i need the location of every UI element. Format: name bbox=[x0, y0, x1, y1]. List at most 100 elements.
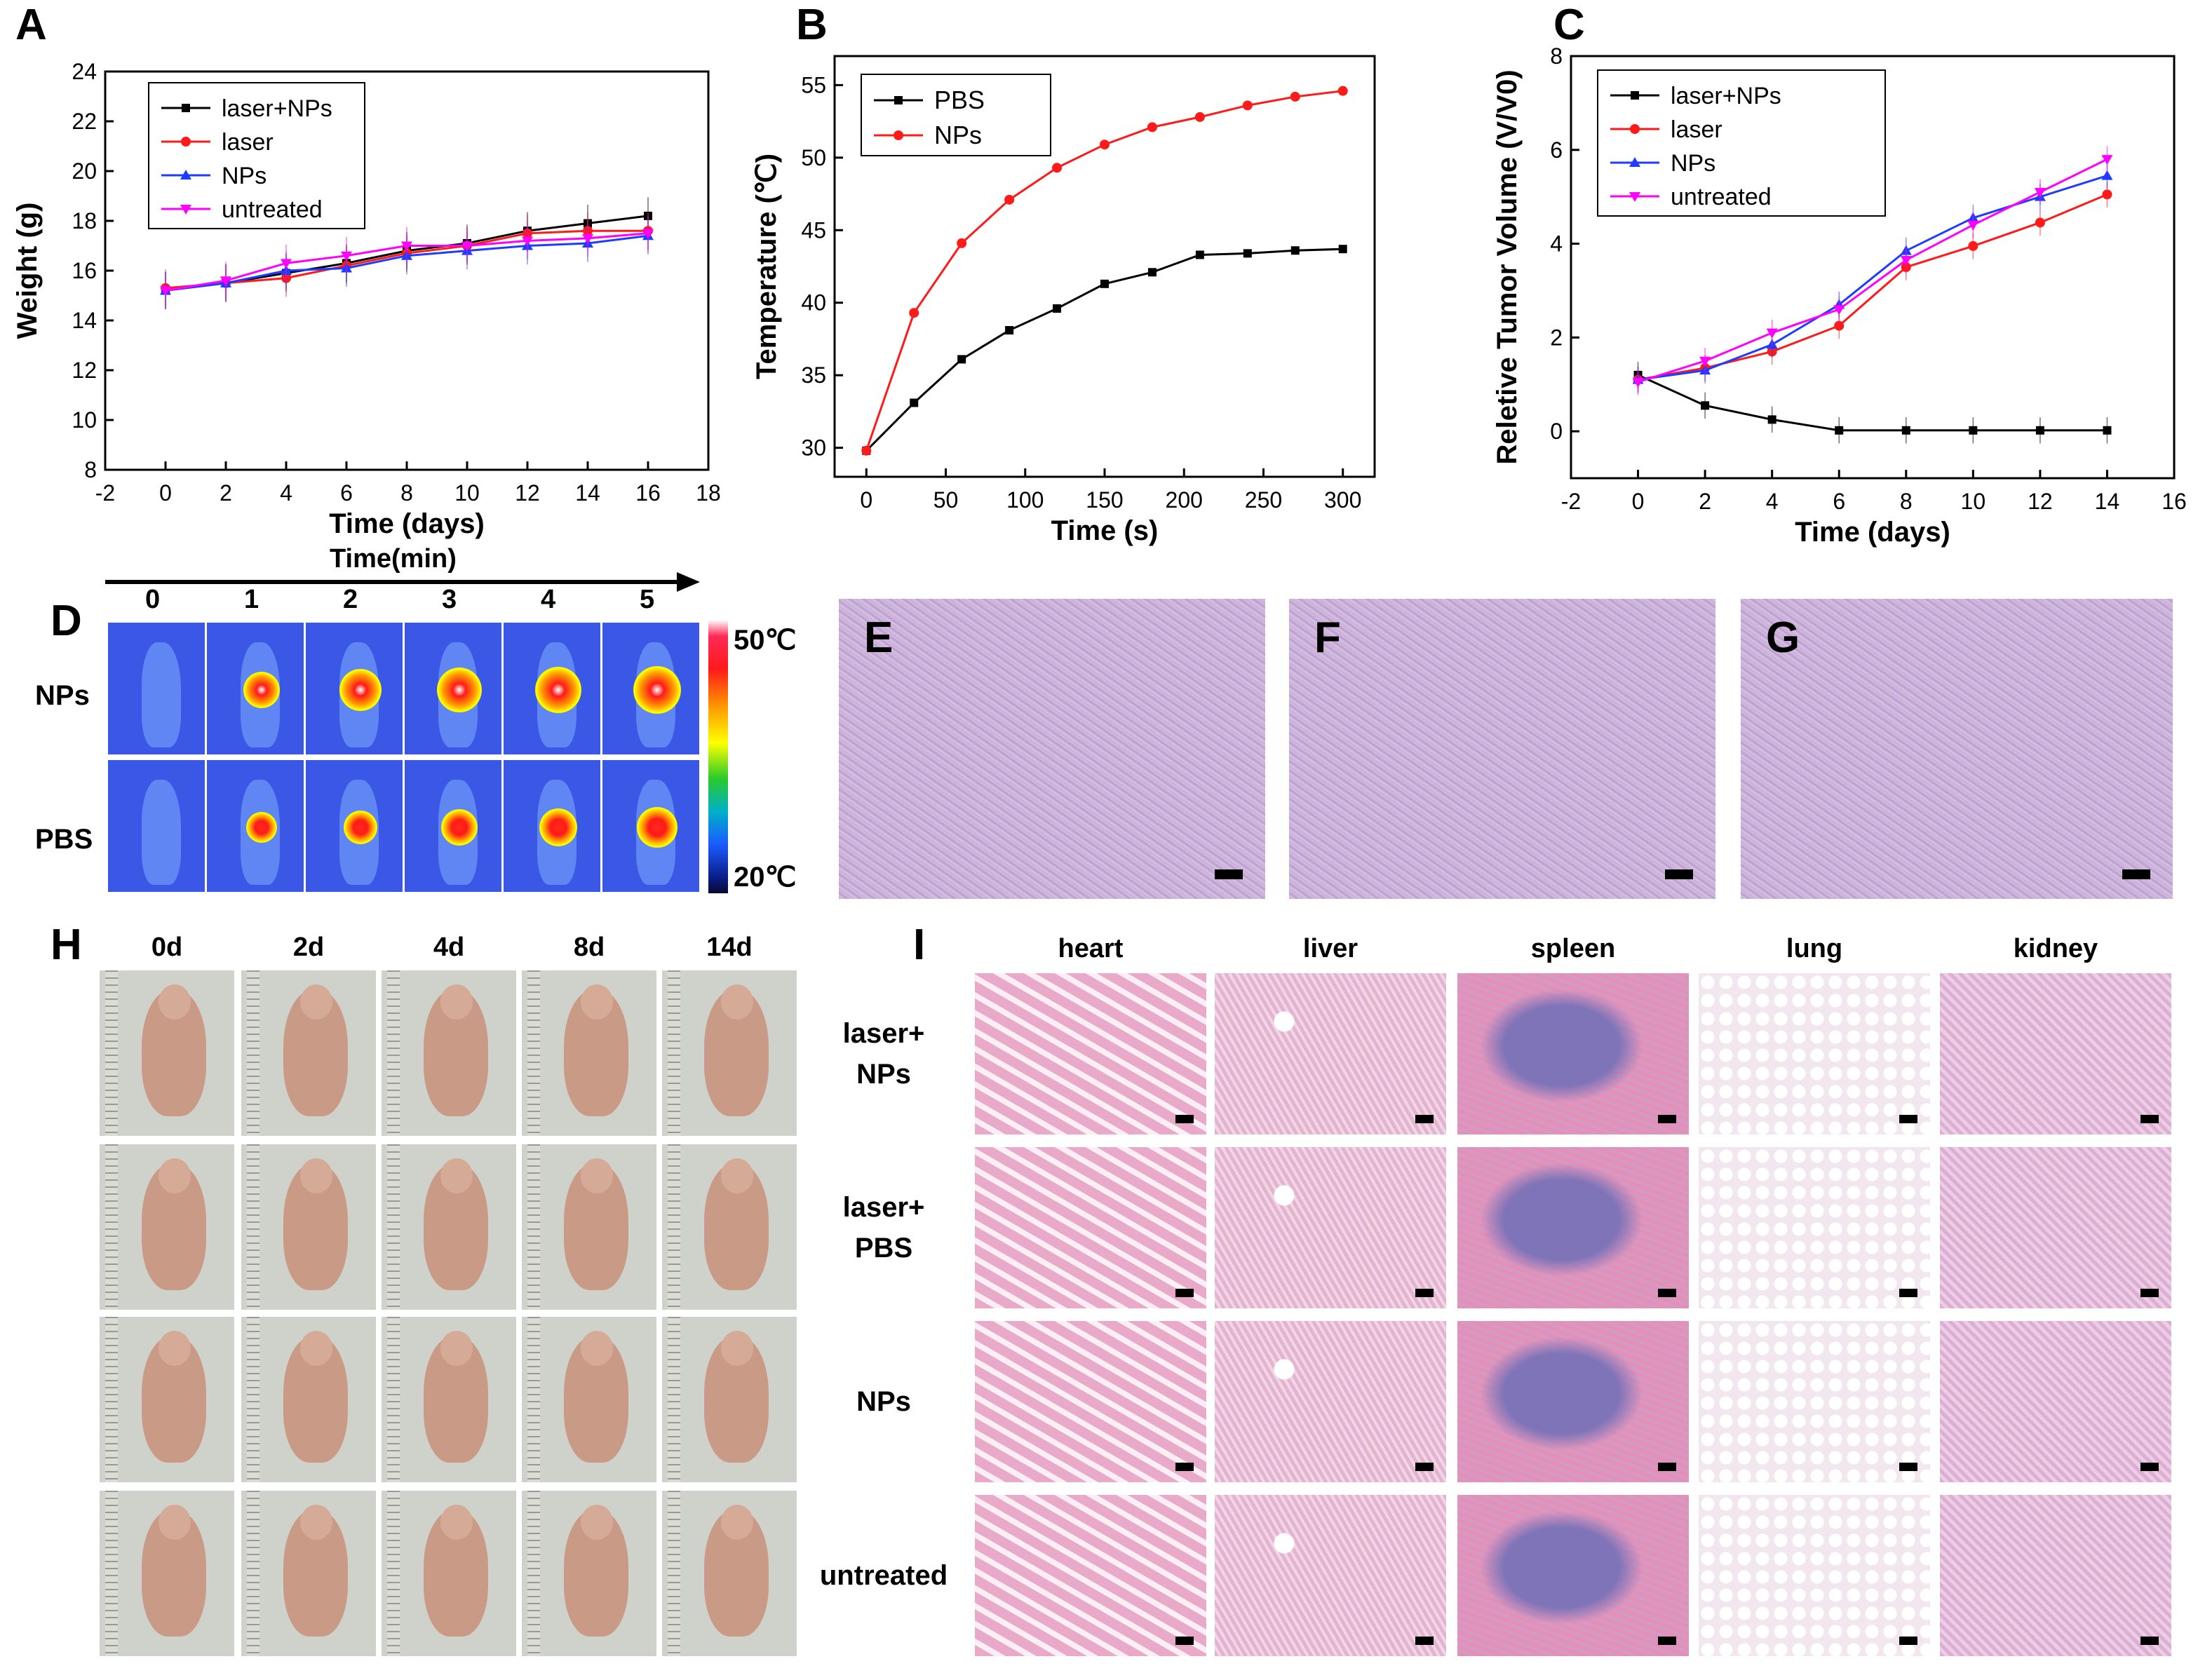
thermal-image bbox=[108, 760, 205, 892]
data-point bbox=[1631, 91, 1639, 100]
data-point bbox=[1833, 305, 1845, 316]
data-point bbox=[909, 308, 919, 318]
mouse-photo bbox=[662, 1317, 797, 1482]
scale-bar bbox=[1175, 1637, 1194, 1645]
data-point bbox=[894, 96, 903, 104]
data-point bbox=[1195, 250, 1204, 259]
data-point bbox=[957, 238, 967, 248]
x-tick-label: 16 bbox=[2162, 489, 2187, 514]
data-point bbox=[401, 241, 412, 252]
panel-letter-a: A bbox=[15, 1, 47, 49]
x-tick-label: 50 bbox=[933, 487, 959, 513]
series-line bbox=[1638, 158, 2108, 384]
data-point bbox=[1630, 124, 1640, 134]
mouse-photo bbox=[662, 1491, 797, 1656]
panel-letter-i: I bbox=[913, 921, 926, 969]
organ-header: liver bbox=[1302, 934, 1358, 963]
scale-bar bbox=[1658, 1463, 1676, 1471]
data-point bbox=[1005, 326, 1014, 335]
x-tick-label: 14 bbox=[575, 480, 600, 506]
panel-letter-b: B bbox=[796, 1, 828, 49]
data-point bbox=[1147, 268, 1157, 277]
scale-bar bbox=[1175, 1115, 1194, 1123]
row-label-nps: NPs bbox=[35, 680, 90, 711]
data-point bbox=[1766, 328, 1778, 339]
time-label: 3 bbox=[442, 585, 457, 614]
scale-bar bbox=[1415, 1289, 1434, 1297]
series-NPs bbox=[861, 86, 1348, 456]
thermal-image-grid bbox=[107, 621, 701, 895]
x-tick-label: -2 bbox=[1561, 489, 1581, 514]
y-tick-label: 24 bbox=[72, 59, 97, 84]
organ-histology-liver bbox=[1213, 1320, 1448, 1484]
panel-letter-c: C bbox=[1553, 1, 1585, 49]
data-point bbox=[1629, 192, 1640, 202]
time-label: 5 bbox=[640, 585, 655, 614]
mouse-photo bbox=[100, 1317, 234, 1482]
data-point bbox=[861, 445, 872, 456]
x-tick-label: 0 bbox=[159, 480, 172, 506]
y-tick-label: 35 bbox=[801, 363, 826, 388]
time-label: 0 bbox=[145, 585, 161, 614]
data-point bbox=[181, 137, 191, 147]
time-arrow bbox=[105, 572, 700, 592]
x-tick-label: 2 bbox=[1699, 489, 1711, 514]
x-tick-label: 10 bbox=[454, 480, 480, 506]
y-tick-label: 12 bbox=[72, 358, 97, 383]
legend-label: NPs bbox=[934, 121, 982, 149]
thermal-image bbox=[602, 760, 699, 892]
organ-histology-spleen bbox=[1456, 1320, 1690, 1484]
legend-box bbox=[861, 74, 1051, 156]
legend-label: laser bbox=[1671, 116, 1722, 143]
legend-label: laser+NPs bbox=[1671, 83, 1781, 109]
series-line bbox=[1637, 374, 2108, 432]
organ-header: lung bbox=[1786, 934, 1843, 963]
x-tick-label: 6 bbox=[340, 480, 353, 506]
scale-bar bbox=[1899, 1463, 1917, 1471]
data-point bbox=[1901, 426, 1910, 435]
colorbar-min-label: 20℃ bbox=[734, 862, 797, 893]
organ-histology-spleen bbox=[1456, 1146, 1690, 1310]
mouse-photo bbox=[100, 1491, 234, 1656]
data-point bbox=[1967, 220, 1979, 231]
x-tick-label: 2 bbox=[220, 480, 232, 506]
organ-histology-kidney bbox=[1939, 1146, 2173, 1310]
y-tick-label: 22 bbox=[72, 109, 97, 134]
x-tick-label: 18 bbox=[696, 480, 721, 506]
y-tick-label: 8 bbox=[84, 457, 97, 482]
x-tick-label: 100 bbox=[1006, 487, 1044, 513]
data-point bbox=[1052, 163, 1063, 173]
data-point bbox=[180, 170, 191, 179]
data-point bbox=[1194, 111, 1205, 122]
scale-bar bbox=[1658, 1637, 1676, 1645]
organ-histology-lung bbox=[1697, 1493, 1931, 1658]
data-point bbox=[1147, 122, 1157, 133]
y-tick-label: 55 bbox=[801, 72, 826, 97]
data-point bbox=[1767, 415, 1776, 424]
organ-histology-lung bbox=[1697, 972, 1931, 1136]
data-point bbox=[220, 276, 231, 287]
plot-frame bbox=[1570, 55, 2176, 480]
x-tick-label: 16 bbox=[635, 480, 661, 506]
group-label: laser+ NPs bbox=[842, 1018, 925, 1090]
data-point bbox=[522, 236, 533, 247]
day-header: 2d bbox=[292, 933, 325, 962]
organ-histology-heart bbox=[973, 1146, 1208, 1310]
data-point bbox=[1699, 356, 1711, 367]
scale-bar bbox=[2122, 869, 2150, 879]
scale-bar bbox=[1415, 1463, 1434, 1471]
data-point bbox=[582, 233, 593, 244]
organ-histology-heart bbox=[973, 1320, 1208, 1484]
y-tick-label: 30 bbox=[801, 435, 826, 461]
x-axis-label: Time (s) bbox=[1051, 515, 1159, 546]
legend-label: PBS bbox=[934, 86, 985, 114]
data-point bbox=[1290, 91, 1300, 102]
data-point bbox=[2101, 170, 2113, 180]
scale-bar bbox=[2140, 1637, 2159, 1645]
series-untreated bbox=[160, 215, 654, 310]
legend-label: untreated bbox=[222, 196, 323, 223]
y-tick-label: 16 bbox=[72, 258, 97, 283]
scale-bar bbox=[2140, 1115, 2159, 1123]
data-point bbox=[1053, 304, 1062, 313]
thermal-image bbox=[405, 623, 501, 754]
